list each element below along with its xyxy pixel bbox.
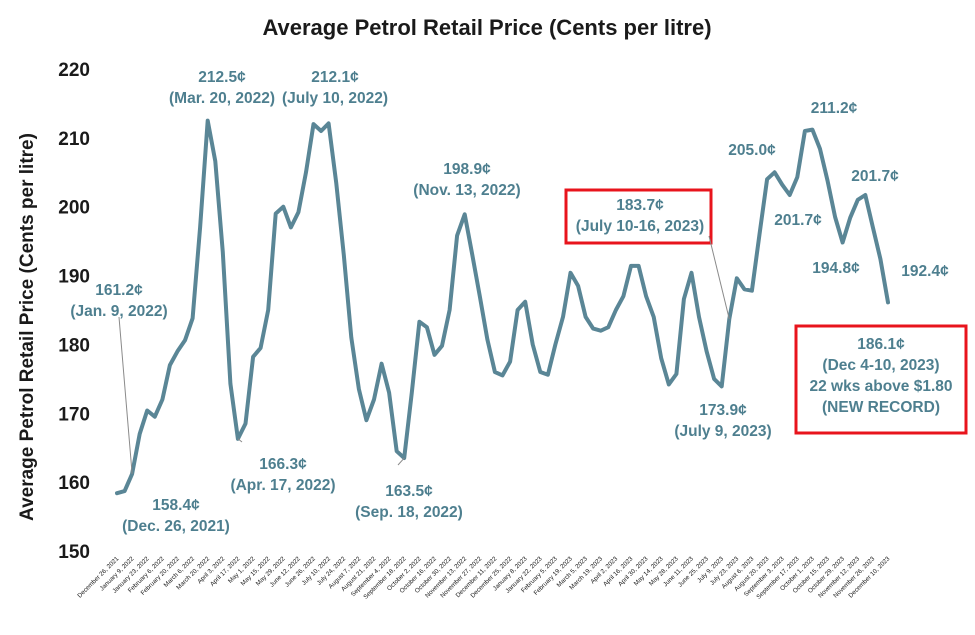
- data-label: 212.1¢: [311, 69, 359, 86]
- data-label: 201.7¢: [851, 168, 899, 185]
- data-label: 201.7¢: [774, 212, 822, 229]
- y-tick-label: 180: [58, 335, 90, 356]
- y-tick-label: 150: [58, 542, 90, 563]
- data-label: (Dec. 26, 2021): [122, 518, 230, 535]
- series-group: [115, 118, 890, 496]
- leader-line: [237, 438, 243, 443]
- data-label: 166.3¢: [259, 456, 307, 473]
- data-label: 163.5¢: [385, 483, 433, 500]
- series-line: [115, 118, 890, 496]
- y-tick-label: 190: [58, 267, 90, 288]
- y-tick-label: 160: [58, 473, 90, 494]
- y-tick-label: 170: [58, 404, 90, 425]
- y-axis-label: Average Petrol Retail Price (Cents per l…: [17, 133, 38, 521]
- annotations-group: 212.5¢ (Mar. 20, 2022) 212.1¢ (July 10, 202…: [70, 69, 968, 535]
- data-label: 158.4¢: [152, 497, 200, 514]
- y-axis-ticks: 150 160 170 180 190 200 210 220: [58, 60, 90, 563]
- data-label: 22 wks above $1.80: [809, 378, 952, 395]
- chart-title: Average Petrol Retail Price (Cents per l…: [262, 15, 711, 40]
- annotation-box: [794, 324, 968, 435]
- data-label: 183.7¢: [616, 197, 664, 214]
- data-label: (Mar. 20, 2022): [169, 90, 275, 107]
- annotation-box: [564, 188, 713, 245]
- leader-line: [118, 316, 133, 474]
- leader-line: [708, 235, 730, 320]
- data-label: 161.2¢: [95, 282, 143, 299]
- data-label: 211.2¢: [811, 100, 858, 117]
- leader-line: [397, 457, 405, 466]
- data-label: 205.0¢: [728, 142, 776, 159]
- data-label: (Sep. 18, 2022): [355, 504, 463, 521]
- data-label: (Dec 4-10, 2023): [822, 357, 939, 374]
- data-label: 194.8¢: [812, 260, 860, 277]
- y-tick-label: 200: [58, 198, 90, 219]
- data-label: 173.9¢: [699, 402, 747, 419]
- data-label: (July 10, 2022): [282, 90, 388, 107]
- data-label: (Nov. 13, 2022): [413, 182, 520, 199]
- data-label: 198.9¢: [443, 161, 491, 178]
- data-label: (July 9, 2023): [674, 423, 771, 440]
- data-label: 186.1¢: [857, 336, 905, 353]
- y-tick-label: 210: [58, 129, 90, 150]
- y-tick-label: 220: [58, 60, 90, 81]
- data-label: (July 10-16, 2023): [576, 218, 704, 235]
- data-label: (NEW RECORD): [822, 399, 940, 416]
- data-label: (Apr. 17, 2022): [230, 477, 335, 494]
- data-label: 212.5¢: [198, 69, 246, 86]
- data-label: (Jan. 9, 2022): [70, 303, 167, 320]
- data-label: 192.4¢: [901, 263, 949, 280]
